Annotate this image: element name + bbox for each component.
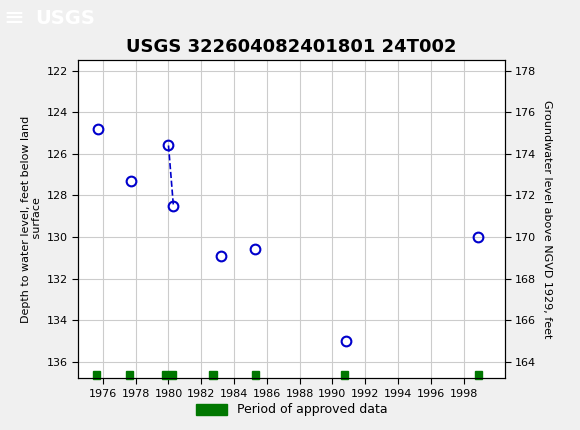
Y-axis label: Groundwater level above NGVD 1929, feet: Groundwater level above NGVD 1929, feet <box>542 100 552 338</box>
Title: USGS 322604082401801 24T002: USGS 322604082401801 24T002 <box>126 38 456 56</box>
Bar <box>340 371 348 379</box>
Text: ≡: ≡ <box>3 6 24 30</box>
Bar <box>162 371 176 379</box>
Bar <box>252 371 259 379</box>
Legend: Period of approved data: Period of approved data <box>190 399 393 421</box>
Text: USGS: USGS <box>35 9 95 28</box>
Y-axis label: Depth to water level, feet below land
 surface: Depth to water level, feet below land su… <box>21 116 42 323</box>
Bar <box>209 371 217 379</box>
Bar <box>126 371 133 379</box>
Bar <box>475 371 483 379</box>
Bar <box>93 371 100 379</box>
